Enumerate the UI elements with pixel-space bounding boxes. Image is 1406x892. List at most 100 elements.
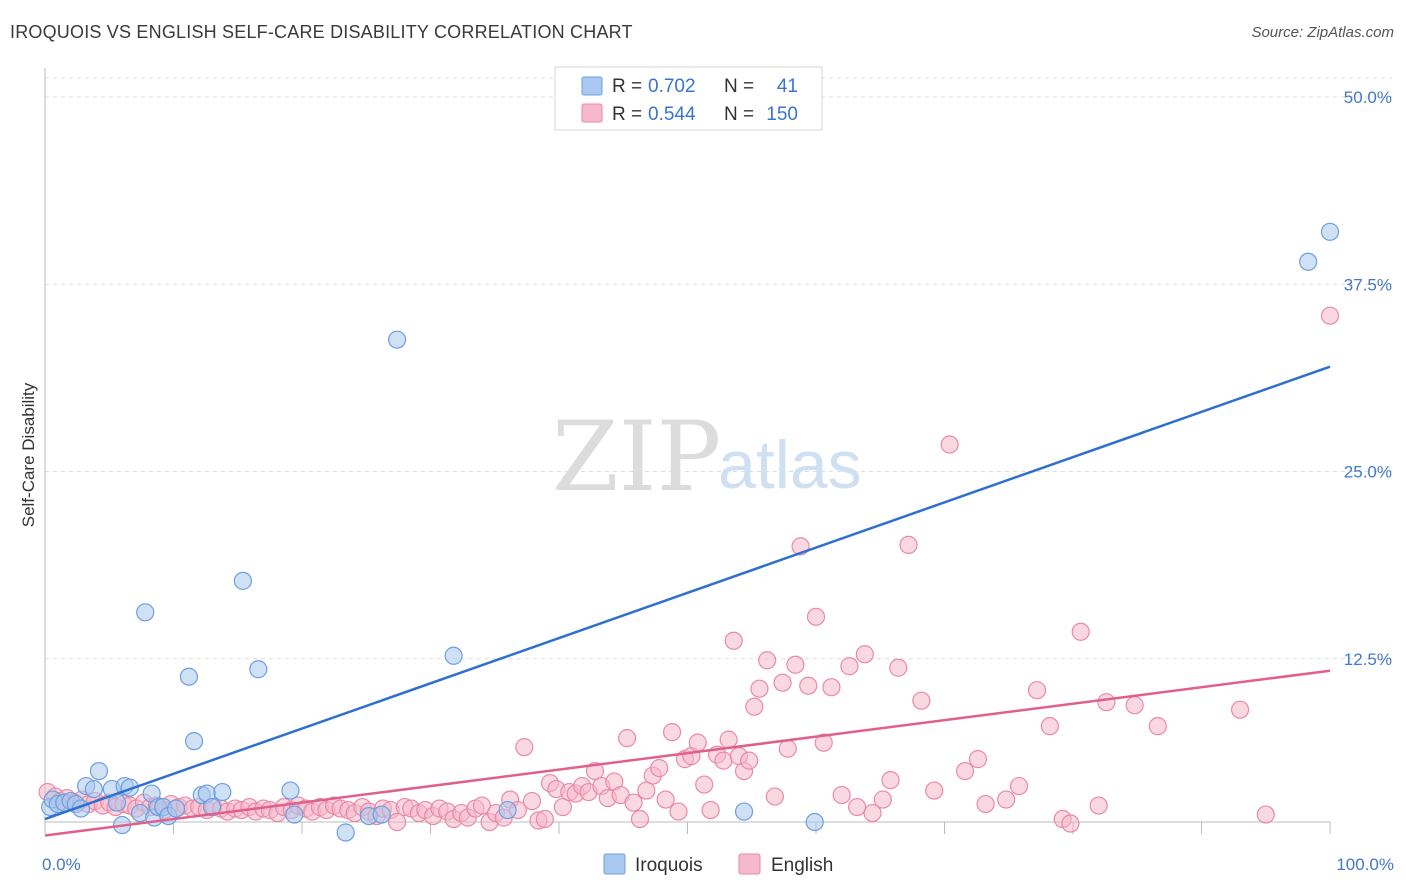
point-english [1097,693,1116,712]
point-english [955,761,975,781]
point-english [745,697,764,716]
point-english [624,793,643,812]
point-iroquois [372,805,391,824]
point-english [387,812,407,832]
point-iroquois [84,779,103,799]
point-iroquois [179,667,199,686]
point-iroquois [285,805,304,824]
point-iroquois [233,571,252,590]
point-iroquois [387,330,407,349]
point-english [669,802,688,821]
legend-r-value-english: 0.544 [648,104,696,125]
grid-lines [45,77,1392,660]
point-english [786,655,805,674]
point-english [773,673,792,692]
point-iroquois [734,802,754,821]
point-english [515,738,534,757]
point-english [662,723,682,742]
point-english [840,657,859,676]
point-iroquois [136,603,155,622]
bottom-legend-swatch-iroquois [603,853,626,875]
point-english [997,790,1016,809]
point-english [1320,306,1340,325]
source-credit: Source: ZipAtlas.com [1251,24,1394,41]
point-english [765,787,784,806]
point-english [814,733,833,752]
point-iroquois [281,781,300,800]
bottom-legend: Iroquois English [603,853,833,876]
point-english [889,658,908,677]
point-english [1230,700,1250,719]
point-iroquois [184,732,204,751]
point-english [1009,776,1029,796]
y-tick-labels: 12.5% 25.0% 37.5% 50.0% [1344,88,1392,669]
trend-line-english [44,669,1331,837]
legend-swatch-iroquois [581,76,603,96]
point-english [637,781,656,800]
point-iroquois [1299,252,1318,271]
point-english [535,809,554,829]
point-english [695,775,714,794]
bottom-legend-label-english: English [771,855,833,876]
y-tick-label: 37.5% [1344,275,1392,294]
point-english [1061,814,1080,833]
point-iroquois [498,800,517,820]
watermark-zip: ZIP [552,401,721,513]
legend: R = 0.702 N = 41 R = 0.544 N = 150 [554,66,823,131]
point-iroquois [336,823,355,842]
point-english [848,797,867,817]
point-iroquois [249,660,268,679]
bottom-legend-label-iroquois: Iroquois [635,855,703,876]
point-english [799,676,818,695]
point-english [1027,681,1047,700]
point-english [968,750,988,769]
y-tick-label: 50.0% [1344,88,1392,107]
y-tick-label: 25.0% [1344,463,1392,482]
point-english [873,790,892,809]
point-english [899,535,918,555]
x-tick-label: 0.0% [42,855,81,874]
point-english [714,751,733,770]
point-english [912,691,931,710]
point-english [688,733,707,752]
point-english [855,645,874,664]
point-english [1040,717,1059,736]
y-tick-label: 12.5% [1344,650,1392,669]
point-english [925,781,944,800]
point-iroquois [213,782,232,802]
point-english [863,803,882,823]
point-iroquois [805,812,824,832]
point-english [832,785,851,805]
legend-r-value-iroquois: 0.702 [648,76,696,97]
point-english [472,796,491,815]
point-english [740,751,759,770]
legend-n-value-iroquois: 41 [777,76,798,97]
point-english [719,730,738,749]
point-english [618,729,637,748]
y-axis-label: Self-Care Disability [19,382,38,527]
legend-swatch-english [581,103,603,123]
point-english [822,678,841,697]
bottom-legend-swatch-english [738,853,761,875]
legend-r-label-iroquois: R = [612,76,642,97]
trend-lines [44,365,1331,837]
x-tick-labels: 0.0% 100.0% [42,855,1394,874]
point-english [940,435,959,454]
point-english [656,790,675,809]
point-english [553,797,572,817]
point-english [1089,796,1108,815]
legend-n-label-iroquois: N = [724,76,754,97]
point-english [750,679,769,698]
point-english [650,759,669,778]
point-english [724,631,743,650]
point-english [1125,696,1144,715]
x-tick-label: 100.0% [1336,855,1394,874]
watermark: ZIP atlas [552,401,862,513]
point-iroquois [89,761,109,781]
legend-n-label-english: N = [724,104,754,125]
chart-title: IROQUOIS VS ENGLISH SELF-CARE DISABILITY… [10,22,633,42]
point-english [976,794,995,814]
point-english [758,651,777,670]
legend-n-value-english: 150 [766,104,798,125]
